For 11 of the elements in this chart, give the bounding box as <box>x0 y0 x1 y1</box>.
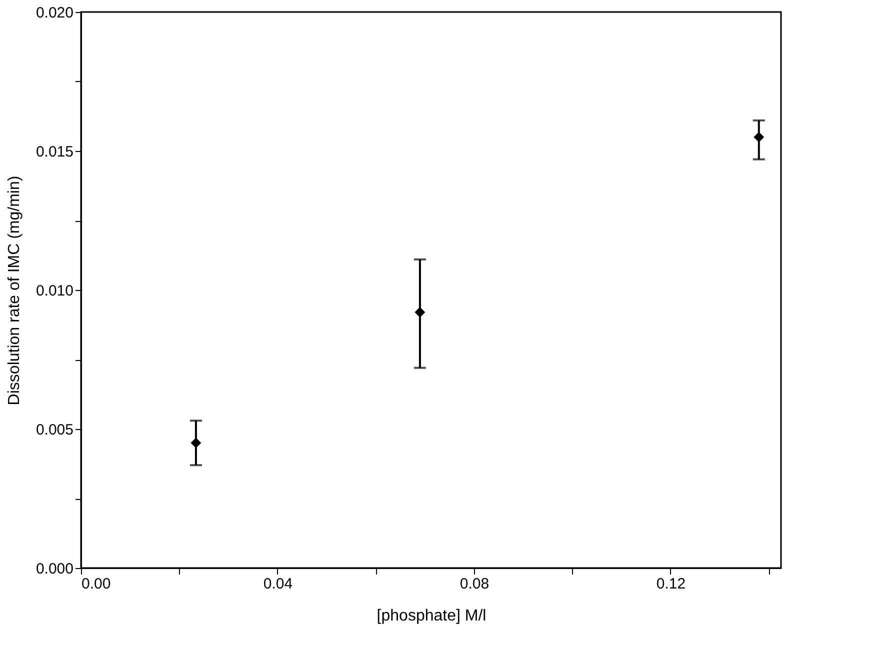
x-tick-label: 0.04 <box>263 576 293 592</box>
x-tick-label: 0.00 <box>82 576 111 592</box>
x-axis-title: [phosphate] M/l <box>376 608 486 624</box>
y-tick-label: 0.020 <box>36 4 74 22</box>
y-tick-label: 0.010 <box>36 282 74 300</box>
y-axis-title: Dissolution rate of IMC (mg/min) <box>6 176 23 406</box>
y-tick-label: 0.005 <box>36 422 74 438</box>
x-tick-label: 0.12 <box>656 576 686 592</box>
y-tick-label: 0.015 <box>36 144 74 160</box>
x-tick-label: 0.08 <box>460 576 490 592</box>
y-tick-label: 0.000 <box>36 560 74 578</box>
